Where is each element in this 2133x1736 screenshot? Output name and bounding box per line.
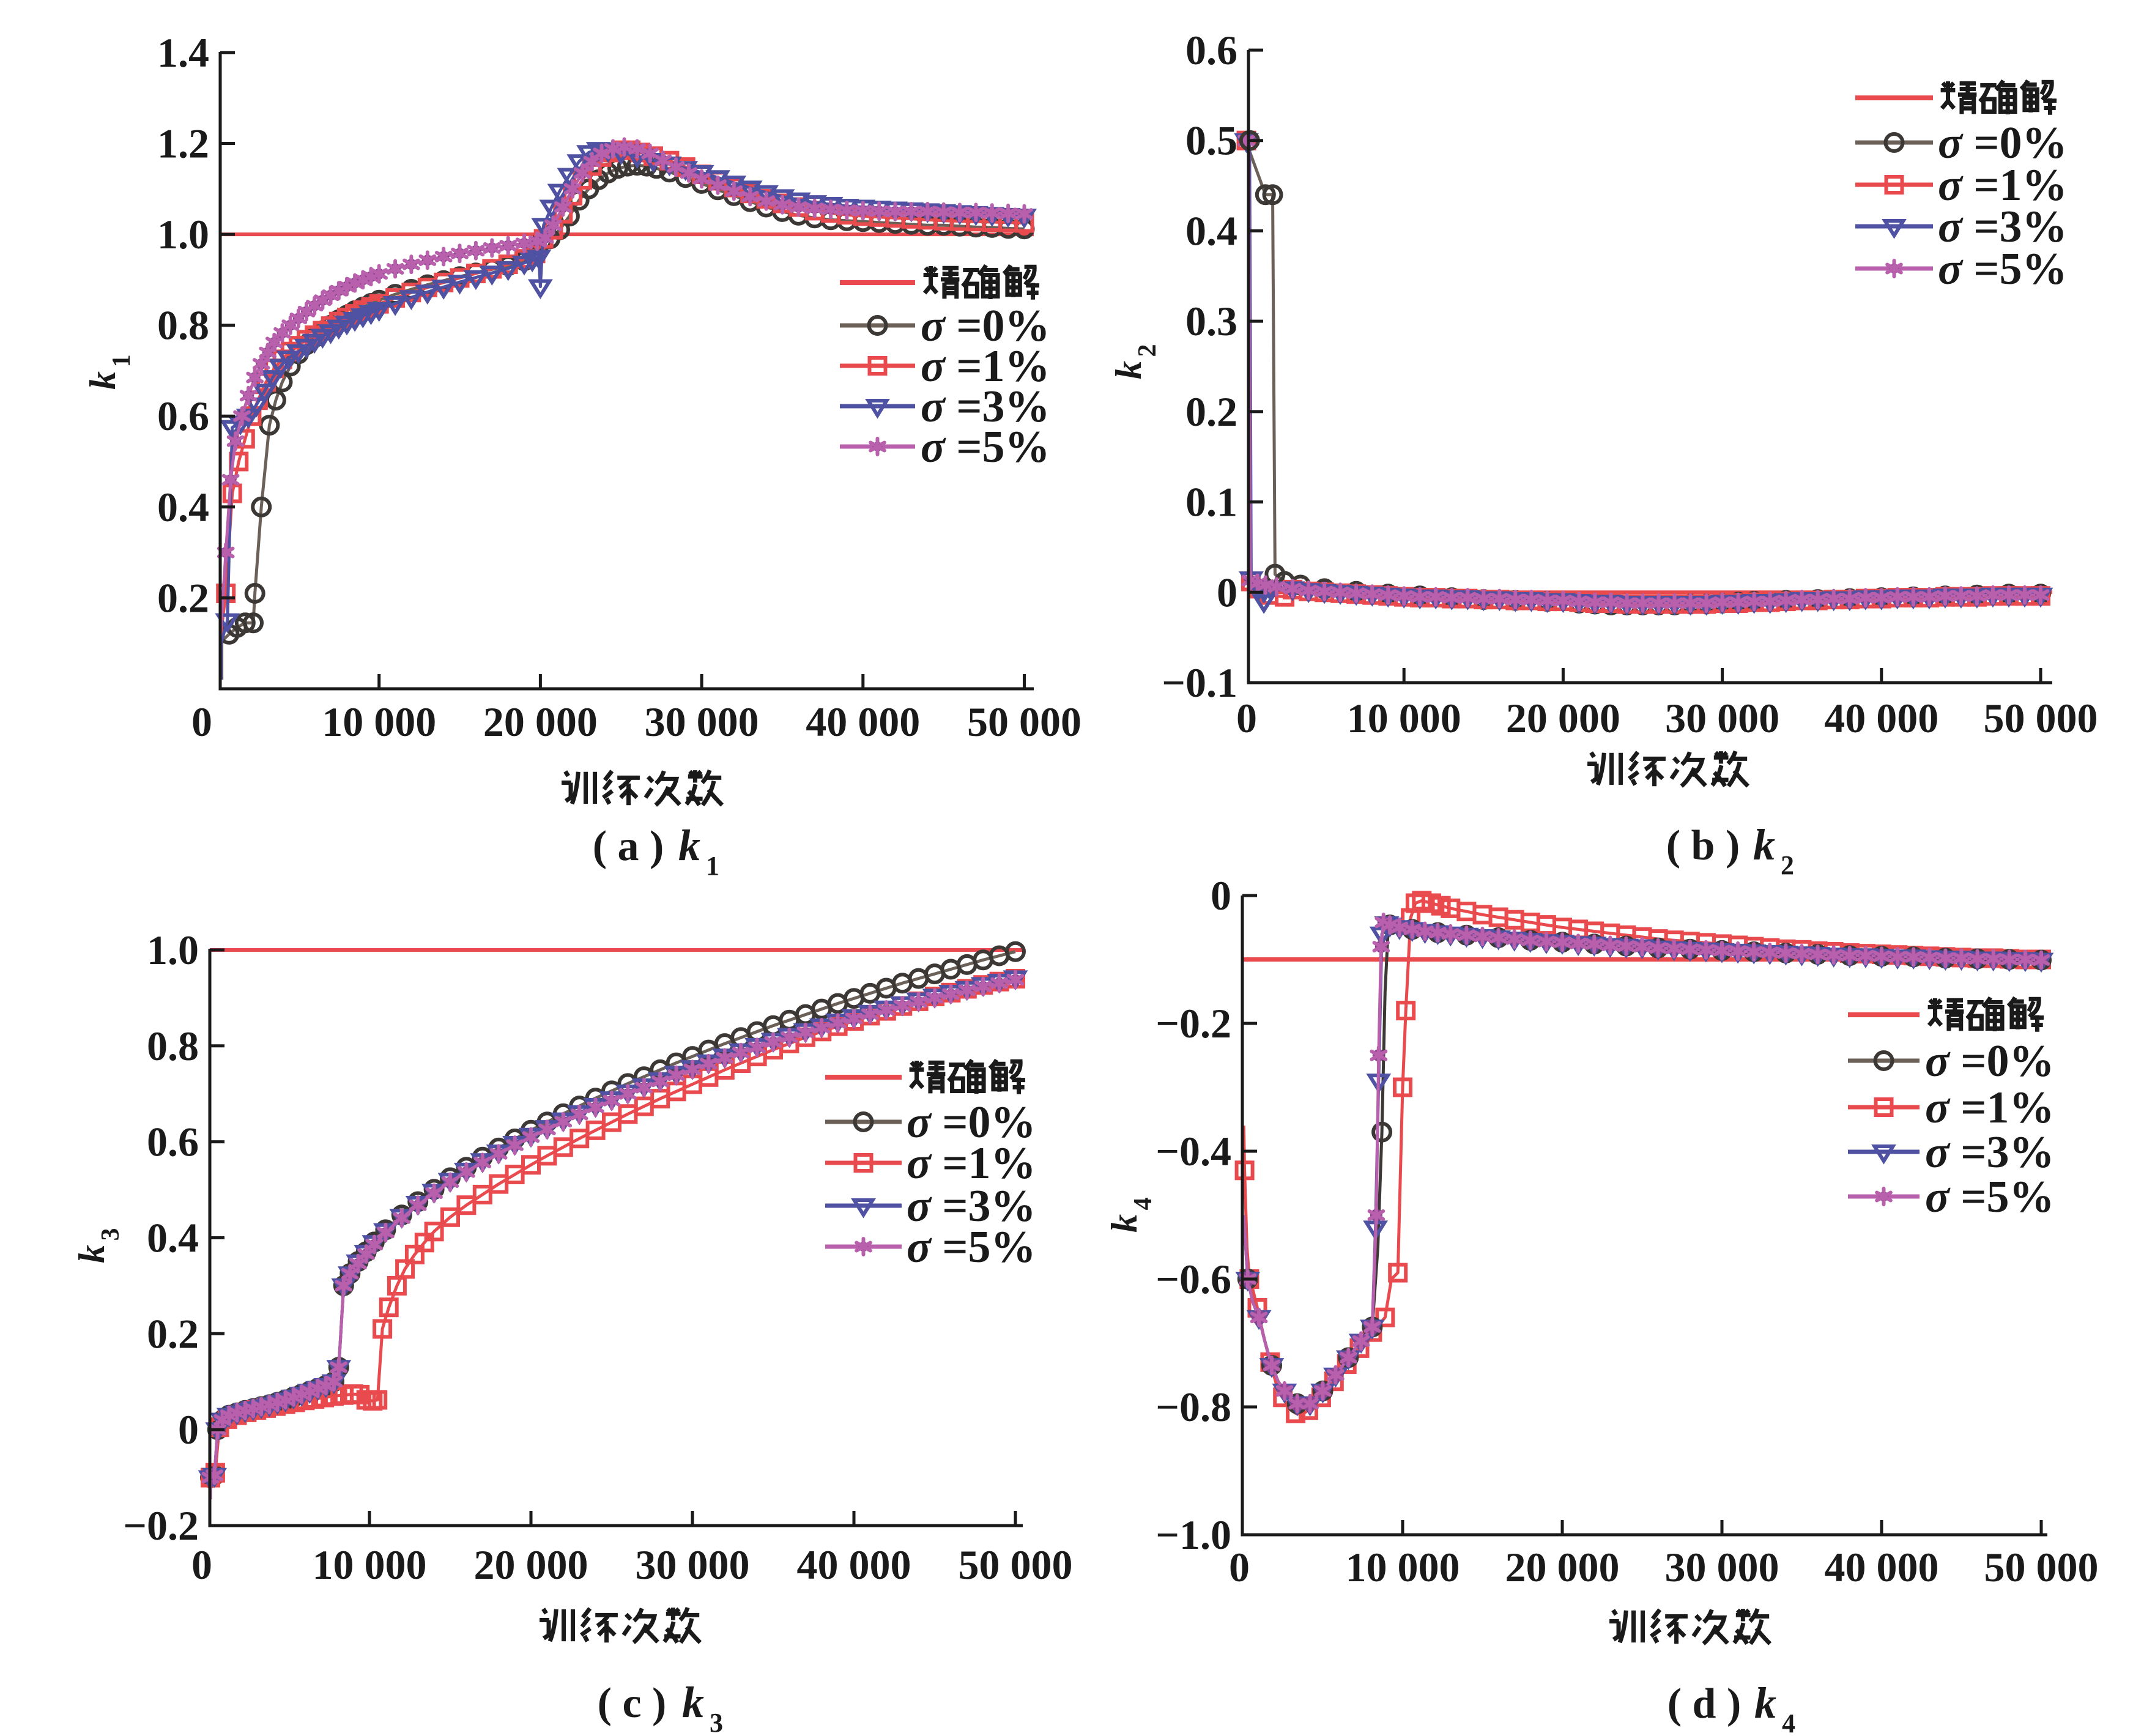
svg-text:50 000: 50 000 bbox=[1984, 1544, 2099, 1590]
svg-text:−0.2: −0.2 bbox=[1156, 1000, 1231, 1047]
svg-text:0: 0 bbox=[178, 1406, 199, 1453]
svg-text:0.8: 0.8 bbox=[157, 302, 209, 349]
svg-text:σ =1%: σ =1% bbox=[1938, 160, 2068, 210]
svg-text:10 000: 10 000 bbox=[1347, 695, 1461, 741]
svg-text:0.6: 0.6 bbox=[147, 1119, 199, 1165]
svg-text:−1.0: −1.0 bbox=[1156, 1512, 1231, 1558]
svg-text:2: 2 bbox=[1781, 850, 1794, 880]
svg-text:σ =3%: σ =3% bbox=[907, 1181, 1036, 1231]
svg-text:k: k bbox=[1104, 1214, 1144, 1233]
svg-text:( b ): ( b ) bbox=[1666, 822, 1740, 869]
svg-text:σ =5%: σ =5% bbox=[1925, 1172, 2055, 1222]
svg-text:0.3: 0.3 bbox=[1185, 298, 1237, 344]
svg-text:10 000: 10 000 bbox=[322, 699, 436, 745]
svg-text:1: 1 bbox=[108, 355, 136, 368]
svg-text:−0.2: −0.2 bbox=[123, 1502, 199, 1549]
svg-text:40 000: 40 000 bbox=[806, 699, 920, 745]
svg-text:30 000: 30 000 bbox=[636, 1541, 750, 1588]
svg-text:3: 3 bbox=[97, 1228, 125, 1241]
svg-text:30 000: 30 000 bbox=[1665, 1544, 1779, 1590]
svg-text:σ =3%: σ =3% bbox=[921, 382, 1050, 432]
svg-text:0: 0 bbox=[1236, 695, 1257, 741]
svg-text:σ =0%: σ =0% bbox=[921, 301, 1050, 351]
svg-text:0: 0 bbox=[1229, 1544, 1250, 1590]
svg-text:10 000: 10 000 bbox=[313, 1541, 427, 1588]
svg-text:σ =5%: σ =5% bbox=[1938, 244, 2068, 294]
svg-text:1.0: 1.0 bbox=[157, 211, 209, 258]
svg-text:0.5: 0.5 bbox=[1185, 117, 1237, 164]
svg-text:1: 1 bbox=[706, 851, 719, 881]
svg-text:50 000: 50 000 bbox=[967, 699, 1081, 745]
svg-text:40 000: 40 000 bbox=[1824, 695, 1938, 741]
svg-text:0: 0 bbox=[191, 1541, 212, 1588]
svg-text:−0.8: −0.8 bbox=[1156, 1384, 1231, 1430]
svg-text:−0.6: −0.6 bbox=[1156, 1256, 1231, 1302]
svg-text:0.6: 0.6 bbox=[157, 393, 209, 439]
svg-text:σ =3%: σ =3% bbox=[1925, 1127, 2055, 1178]
svg-text:1.2: 1.2 bbox=[157, 121, 209, 167]
svg-text:0: 0 bbox=[191, 699, 212, 745]
svg-text:k: k bbox=[83, 371, 123, 390]
svg-text:0.6: 0.6 bbox=[1185, 27, 1237, 73]
svg-text:20 000: 20 000 bbox=[474, 1541, 588, 1588]
svg-text:σ =0%: σ =0% bbox=[1938, 118, 2068, 168]
svg-text:σ =1%: σ =1% bbox=[1925, 1083, 2055, 1133]
svg-text:σ =5%: σ =5% bbox=[907, 1222, 1036, 1272]
svg-text:0.4: 0.4 bbox=[1185, 207, 1237, 254]
svg-text:0: 0 bbox=[1211, 872, 1231, 919]
svg-text:10 000: 10 000 bbox=[1346, 1544, 1460, 1590]
svg-text:( a ): ( a ) bbox=[593, 823, 664, 870]
svg-text:k: k bbox=[1754, 1679, 1776, 1727]
svg-text:40 000: 40 000 bbox=[797, 1541, 911, 1588]
svg-text:20 000: 20 000 bbox=[483, 699, 598, 745]
svg-text:k: k bbox=[682, 1678, 704, 1727]
svg-text:0.8: 0.8 bbox=[147, 1023, 199, 1069]
svg-text:k: k bbox=[678, 821, 700, 870]
svg-text:30 000: 30 000 bbox=[645, 699, 759, 745]
svg-text:0.2: 0.2 bbox=[157, 574, 209, 621]
svg-text:k: k bbox=[1753, 820, 1775, 869]
svg-text:20 000: 20 000 bbox=[1506, 695, 1620, 741]
svg-text:σ =1%: σ =1% bbox=[921, 341, 1050, 391]
svg-text:0.2: 0.2 bbox=[147, 1310, 199, 1357]
svg-text:0.1: 0.1 bbox=[1185, 479, 1237, 525]
svg-text:2: 2 bbox=[1133, 344, 1162, 357]
svg-text:−0.1: −0.1 bbox=[1162, 659, 1237, 706]
svg-text:4: 4 bbox=[1129, 1198, 1157, 1211]
svg-text:( c ): ( c ) bbox=[598, 1680, 667, 1727]
svg-text:σ =0%: σ =0% bbox=[1925, 1036, 2055, 1086]
svg-text:( d ): ( d ) bbox=[1667, 1680, 1742, 1727]
svg-text:20 000: 20 000 bbox=[1505, 1544, 1620, 1590]
svg-text:4: 4 bbox=[1782, 1708, 1795, 1733]
svg-text:50 000: 50 000 bbox=[959, 1541, 1073, 1588]
svg-text:0.2: 0.2 bbox=[1185, 388, 1237, 435]
svg-text:k: k bbox=[1108, 361, 1149, 379]
svg-text:σ =5%: σ =5% bbox=[921, 422, 1050, 472]
svg-text:3: 3 bbox=[710, 1708, 723, 1733]
svg-text:σ =1%: σ =1% bbox=[907, 1138, 1036, 1189]
svg-text:0: 0 bbox=[1217, 569, 1237, 615]
svg-text:30 000: 30 000 bbox=[1665, 695, 1779, 741]
svg-text:σ =3%: σ =3% bbox=[1938, 202, 2068, 252]
svg-text:50 000: 50 000 bbox=[1984, 695, 2098, 741]
svg-text:1.4: 1.4 bbox=[157, 29, 209, 76]
svg-text:0.4: 0.4 bbox=[157, 484, 209, 530]
svg-text:0.4: 0.4 bbox=[147, 1215, 199, 1261]
svg-text:1.0: 1.0 bbox=[147, 927, 199, 973]
svg-text:−0.4: −0.4 bbox=[1156, 1128, 1231, 1174]
svg-text:40 000: 40 000 bbox=[1825, 1544, 1939, 1590]
svg-text:k: k bbox=[72, 1245, 112, 1263]
svg-text:σ =0%: σ =0% bbox=[907, 1097, 1036, 1148]
